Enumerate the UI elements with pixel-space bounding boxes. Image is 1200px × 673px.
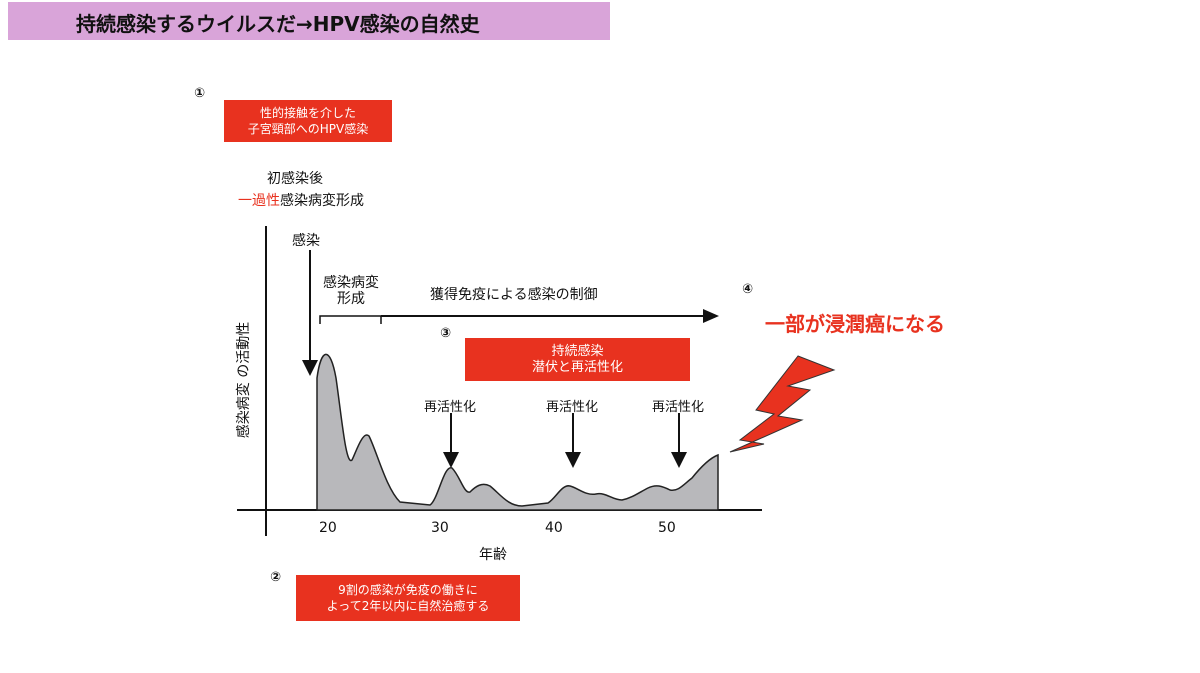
step-1-line1: 性的接触を介した <box>259 106 356 120</box>
reactivation-arrow-2-head <box>565 452 581 468</box>
invasive-cancer-text: 一部が浸潤癌になる <box>765 312 945 336</box>
x-tick-30: 30 <box>431 520 449 536</box>
x-axis-label: 年齢 <box>479 547 507 563</box>
step-3-line2: 潜伏と再活性化 <box>531 359 623 375</box>
activity-curve <box>316 353 719 511</box>
step-2-number: ② <box>270 570 282 585</box>
step-3-line1: 持続感染 <box>551 343 604 359</box>
transient-rest-text: 感染病変形成 <box>280 193 364 209</box>
lesion-line2: 形成 <box>337 291 365 307</box>
reactivation-label-3: 再活性化 <box>652 400 705 415</box>
x-tick-20: 20 <box>319 520 337 536</box>
step-2-box: 9割の感染が免疫の働きに よって2年以内に自然治癒する <box>296 575 520 621</box>
step-3-box: 持続感染 潜伏と再活性化 <box>465 338 690 381</box>
lesion-line1: 感染病変 <box>323 275 379 291</box>
immunity-control-label: 獲得免疫による感染の制御 <box>430 287 598 303</box>
initial-infection-label: 初感染後 <box>267 171 323 187</box>
transient-red-text: 一過性 <box>238 193 280 209</box>
step-2-line1: 9割の感染が免疫の働きに <box>338 583 478 597</box>
x-tick-40: 40 <box>545 520 563 536</box>
reactivation-label-2: 再活性化 <box>546 400 599 415</box>
reactivation-arrow-1-head <box>443 452 459 468</box>
infection-label: 感染 <box>292 233 320 249</box>
transient-lesion-label: 一過性感染病変形成 <box>238 190 364 210</box>
lesion-formation-label: 感染病変 形成 <box>315 275 387 307</box>
step-4-number: ④ <box>742 282 754 297</box>
step-2-line2: よって2年以内に自然治癒する <box>326 599 490 613</box>
step-1-line2: 子宮頸部へのHPV感染 <box>247 122 369 136</box>
infection-arrow-head <box>302 360 318 376</box>
step-3-number: ③ <box>440 326 452 341</box>
lesion-bracket <box>319 315 382 324</box>
step-1-box: 性的接触を介した 子宮頸部へのHPV感染 <box>224 100 392 142</box>
reactivation-arrow-3-head <box>671 452 687 468</box>
page-title: 持続感染するウイルスだ→HPV感染の自然史 <box>76 12 480 36</box>
y-axis-label: 感染病変 の活動性 <box>236 321 252 439</box>
reactivation-label-1: 再活性化 <box>424 400 477 415</box>
step-1-number: ① <box>194 86 206 101</box>
immunity-arrow-head <box>703 309 719 323</box>
title-bar <box>8 2 610 40</box>
x-tick-50: 50 <box>658 520 676 536</box>
lightning-bolt-icon <box>729 355 836 453</box>
